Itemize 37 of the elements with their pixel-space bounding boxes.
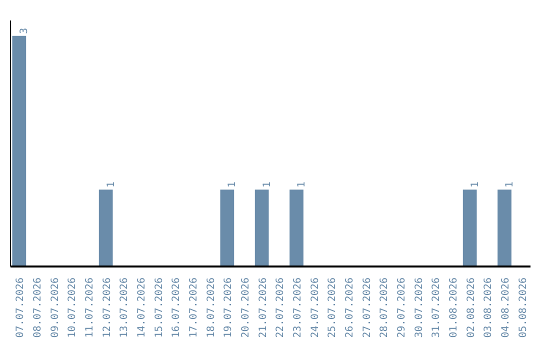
- x-tick-label: 27.07.2026: [362, 277, 373, 338]
- x-tick-label: 18.07.2026: [206, 277, 217, 338]
- x-tick-label: 23.07.2026: [292, 277, 304, 338]
- data-label: 1: [470, 182, 481, 188]
- x-tick-label: 13.07.2026: [119, 277, 130, 338]
- x-tick-label: 14.07.2026: [136, 277, 148, 338]
- x-tick-label: 08.07.2026: [32, 277, 44, 338]
- data-label: 1: [227, 182, 238, 188]
- x-tick-label: 25.07.2026: [327, 277, 338, 338]
- x-tick-label: 07.07.2026: [15, 277, 26, 338]
- x-tick-label: 29.07.2026: [396, 277, 408, 338]
- x-tick-label: 01.08.2026: [448, 277, 460, 338]
- x-tick-label: 15.07.2026: [154, 277, 165, 338]
- x-tick-label: 10.07.2026: [67, 277, 78, 338]
- x-tick-label: 16.07.2026: [171, 277, 182, 338]
- x-tick-label: 21.07.2026: [258, 277, 269, 338]
- x-tick-label: 19.07.2026: [223, 277, 234, 338]
- x-tick-label: 11.07.2026: [84, 277, 96, 338]
- x-tick-label: 02.08.2026: [466, 277, 477, 338]
- x-tick-label: 26.07.2026: [344, 277, 356, 338]
- x-tick-label: 05.08.2026: [518, 277, 529, 338]
- x-tick-label: 03.08.2026: [483, 277, 494, 338]
- x-tick-label: 04.08.2026: [500, 277, 512, 338]
- x-tick-label: 30.07.2026: [414, 277, 425, 338]
- data-label: 1: [106, 182, 117, 188]
- x-tick-label: 22.07.2026: [275, 277, 286, 338]
- x-tick-label: 31.07.2026: [431, 277, 442, 338]
- x-tick-label: 28.07.2026: [379, 277, 390, 338]
- x-tick-label: 20.07.2026: [240, 277, 252, 338]
- x-tick-label: 17.07.2026: [188, 277, 200, 338]
- x-tick-label: 12.07.2026: [102, 277, 113, 338]
- data-label: 1: [296, 182, 308, 188]
- data-label: 3: [19, 28, 30, 34]
- data-label: 1: [262, 182, 273, 188]
- x-tick-label: 09.07.2026: [50, 277, 61, 338]
- x-tick-label: 24.07.2026: [310, 277, 321, 338]
- data-label: 1: [504, 182, 516, 188]
